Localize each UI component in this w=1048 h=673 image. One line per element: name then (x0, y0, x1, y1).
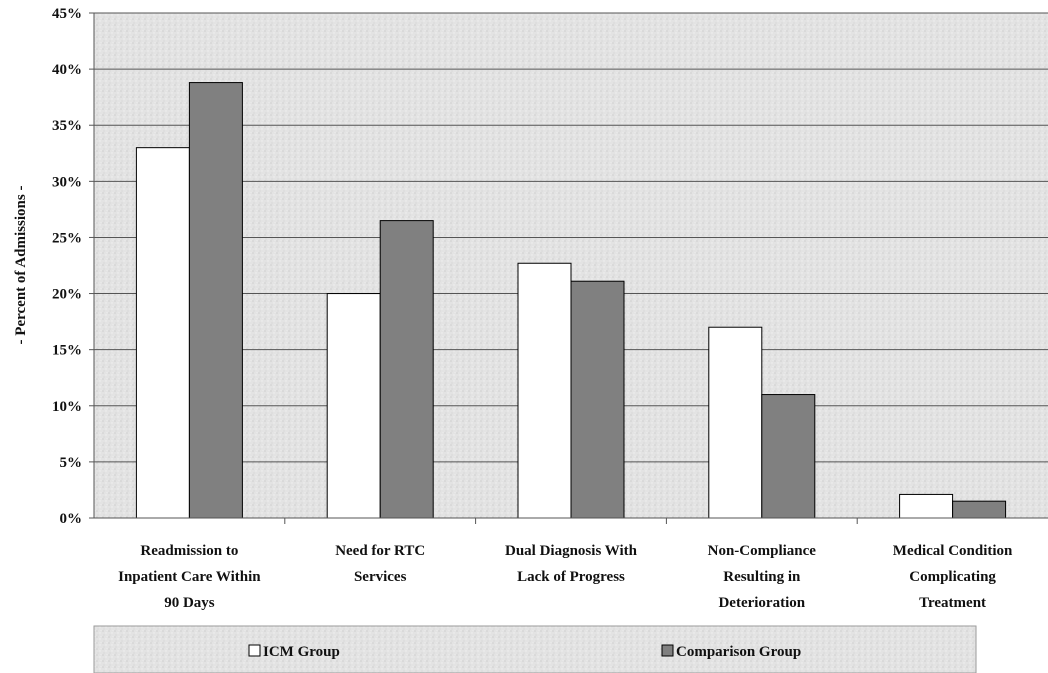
y-tick-label: 15% (52, 343, 82, 359)
category-labels: Readmission to Inpatient Care Within 90 Da… (118, 543, 1013, 611)
bar-comparison-group (570, 280, 625, 519)
y-tick-label: 45% (52, 6, 82, 22)
y-axis-title: - Percent of Admissions - (13, 186, 29, 345)
bar-icm-group (708, 326, 763, 519)
bar-comparison-group (761, 394, 816, 519)
legend-swatch-icm (248, 644, 261, 657)
bar-icm-group (517, 262, 572, 519)
bar-icm-group (135, 147, 190, 519)
legend-swatch-comparison (661, 644, 674, 657)
bars (135, 82, 1007, 519)
bar-icm-group (326, 293, 381, 519)
bar-comparison-group (188, 82, 243, 519)
y-tick-label: 5% (60, 455, 83, 471)
y-tick-labels: 0% 5% 10% 15% 20% 25% 30% 35% 40% 45% (52, 6, 82, 527)
y-tick-label: 10% (52, 399, 82, 415)
x-category-label: Need for RTC Services (335, 543, 425, 585)
x-category-label: Non-Compliance Resulting in Deterioration (708, 543, 817, 611)
axes (89, 12, 1048, 524)
bar-comparison-group (952, 500, 1007, 519)
bar-comparison-group (379, 220, 434, 519)
x-category-label: Readmission to Inpatient Care Within 90 Da… (118, 543, 261, 611)
bar-icm-group (899, 493, 954, 519)
x-category-label: Medical Condition Complicating Treatment (893, 543, 1013, 611)
y-tick-label: 0% (60, 511, 83, 527)
y-tick-label: 30% (52, 174, 82, 190)
y-tick-label: 35% (52, 118, 82, 134)
legend-label-icm: ICM Group (263, 644, 340, 660)
y-tick-label: 20% (52, 287, 82, 303)
y-tick-label: 40% (52, 62, 82, 78)
x-category-label: Dual Diagnosis With Lack of Progress (505, 543, 638, 585)
y-tick-label: 25% (52, 230, 82, 246)
legend-box (93, 625, 977, 673)
legend-label-comparison: Comparison Group (676, 644, 801, 660)
legend: ICM Group Comparison Group (93, 625, 977, 673)
